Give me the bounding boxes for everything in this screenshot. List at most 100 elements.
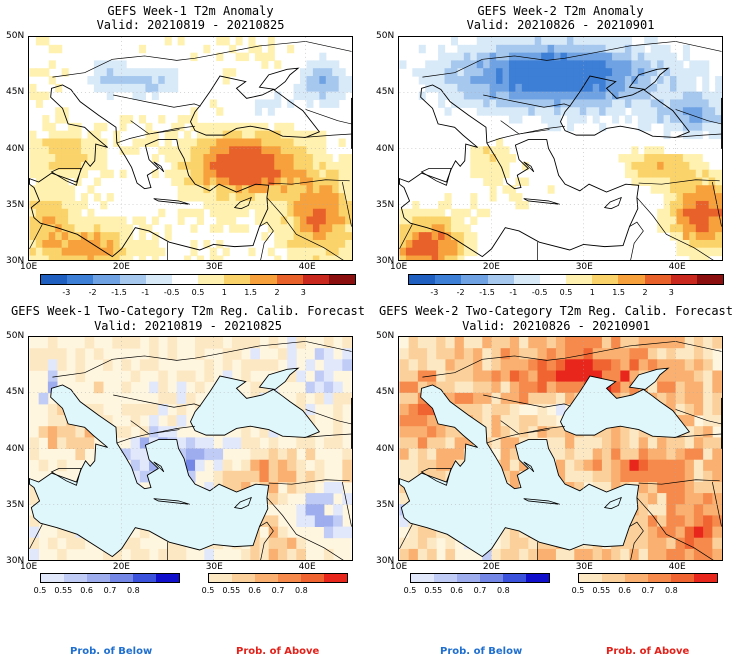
island [420,168,452,186]
lat-tick-label: 30N [376,256,395,266]
colorbar-swatch [324,574,347,582]
border [259,521,274,560]
lat-tick-label: 50N [6,31,25,41]
lat-tick-label: 35N [6,499,25,510]
coastline [190,75,321,138]
lon-tick-label: 10E [20,262,38,272]
colorbar-tick-label: 0.8 [294,586,308,595]
below-colorbar [40,573,180,583]
lat-tick-label: 50N [6,331,25,341]
colorbar-tick-label: 0.6 [618,586,632,595]
colorbar-swatch [41,275,68,284]
colorbar-swatch [278,574,301,582]
colorbar-tick-label: 0.8 [664,586,678,595]
colorbar-swatch [694,574,717,582]
border [675,109,722,125]
lon-tick-label: 40E [668,262,686,272]
colorbar-tick-label: 0.5 [571,586,585,595]
lat-tick-label: 30N [6,256,25,266]
panel-title: GEFS Week-1 T2m Anomaly [107,4,274,18]
lat-tick-label: 40N [376,443,395,454]
border [399,224,413,250]
colorbar-swatch [67,275,94,284]
island [233,496,252,510]
lat-tick-label: 45N [376,87,395,98]
colorbar-swatch [625,574,648,582]
border [29,224,43,250]
colorbar-tick-label: 0.55 [592,586,611,595]
island [153,498,190,505]
border [305,109,352,125]
border [303,133,352,138]
border [29,524,43,550]
colorbar-swatch [145,275,172,284]
colorbar-swatch [411,574,434,582]
colorbar-tick-label: -3 [430,288,439,297]
colorbar-swatch [487,275,514,284]
island [50,168,82,186]
island [153,198,190,205]
panel-title: GEFS Week-2 Two-Category T2m Reg. Calib.… [378,304,733,318]
colorbar-tick-label: 0.7 [473,586,487,595]
colorbar-swatch [461,275,488,284]
border [422,341,722,378]
border [52,41,352,78]
anomaly-map [28,36,353,261]
border [483,94,571,108]
coastlines [29,341,352,560]
panel-subtitle: Valid: 20210826 - 20210901 [462,319,650,333]
island [153,161,165,173]
colorbar-tick-label: -2 [456,288,465,297]
island [153,461,165,473]
colorbar-tick-label: 2 [274,288,280,297]
panel-title: GEFS Week-1 Two-Category T2m Reg. Calib.… [10,304,365,318]
island [50,468,82,486]
border [266,497,344,560]
border [675,409,722,425]
colorbar-swatch [87,574,110,582]
colorbar-swatch [93,275,120,284]
colorbar-tick-label: 0.5 [191,288,205,297]
lon-tick-label: 10E [20,562,38,572]
colorbar-tick-label: -2 [88,288,97,297]
colorbar-swatch [648,574,671,582]
colorbar-tick-label: 0.5 [559,288,573,297]
coastline [399,384,640,558]
lon-tick-label: 40E [298,262,316,272]
colorbar-swatch [539,275,567,284]
lon-tick-label: 30E [575,562,593,572]
lat-tick-label: 40N [6,443,25,454]
lat-tick-label: 50N [376,331,395,341]
colorbar-swatch [480,574,503,582]
border [116,429,180,444]
probability-map [398,336,723,561]
border [116,129,180,144]
colorbar-tick-label: 0.6 [80,586,94,595]
border [266,197,344,260]
island [523,161,535,173]
prob-below-label: Prob. of Below [70,646,153,657]
coastline [258,67,300,90]
colorbar-tick-label: 0.7 [103,586,117,595]
colorbar-swatch [513,275,540,284]
above-colorbar [578,573,718,583]
colorbar-swatch [301,574,324,582]
anomaly-map [398,36,723,261]
probability-map [28,336,353,561]
prob-below-label: Prob. of Below [440,646,523,657]
anomaly-colorbar [40,274,356,285]
lon-tick-label: 20E [112,562,130,572]
colorbar-swatch [156,574,179,582]
colorbar-swatch [671,574,694,582]
coastline [258,367,300,390]
coastline [628,67,670,90]
border [636,497,714,560]
anomaly-colorbar [408,274,724,285]
border [113,394,201,408]
colorbar-swatch [209,574,232,582]
lon-tick-label: 20E [112,262,130,272]
coastlines [29,41,352,260]
island [523,498,560,505]
lat-tick-label: 40N [6,143,25,154]
colorbar-tick-label: -3 [62,288,71,297]
